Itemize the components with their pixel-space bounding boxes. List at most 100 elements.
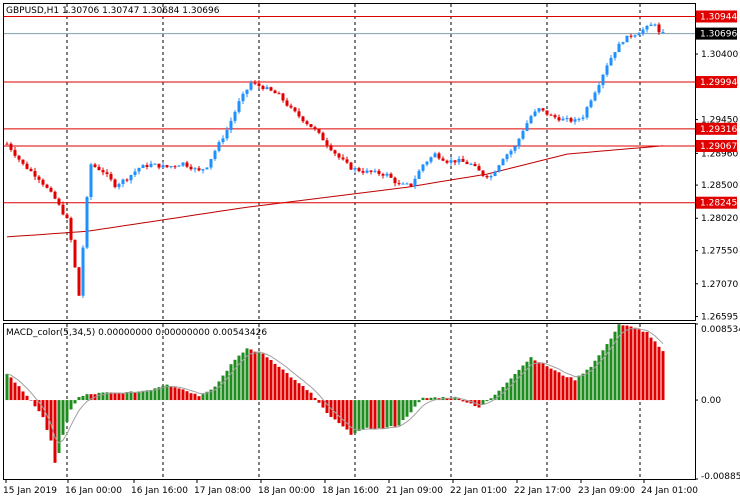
candle-body [221, 138, 225, 143]
macd-bar [205, 391, 209, 401]
candle-body [217, 142, 221, 151]
macd-bar [17, 386, 21, 401]
candle-body [117, 183, 121, 188]
candle-body [521, 130, 525, 139]
time-label: 21 Jan 09:00 [386, 486, 443, 496]
macd-bar [609, 338, 613, 401]
candle-body [49, 187, 53, 192]
macd-bar [633, 327, 637, 401]
macd-bar [89, 394, 93, 401]
macd-tick-label: -0.008855 [701, 472, 740, 482]
macd-bar [105, 392, 109, 401]
macd-bar [477, 400, 481, 408]
macd-bar [597, 355, 601, 401]
candle-body [105, 172, 109, 174]
macd-bar [177, 388, 181, 401]
macd-bar [565, 377, 569, 401]
candle-body [13, 149, 17, 156]
macd-bar [273, 363, 277, 401]
macd-bar [425, 398, 429, 401]
macd-signal-line [6, 327, 664, 444]
candle-body [505, 154, 509, 160]
candle-body [81, 247, 85, 296]
candle-body [333, 150, 337, 154]
candle-body [129, 175, 133, 181]
level-price-label: 1.29994 [700, 78, 737, 88]
macd-bar [593, 360, 597, 401]
macd-bar [221, 375, 225, 401]
candle-body [373, 170, 377, 172]
candle-body [401, 183, 405, 185]
candle-body [357, 168, 361, 172]
candle-body [97, 166, 101, 171]
candle-body [657, 24, 661, 33]
candle-body [321, 132, 325, 141]
candle-body [65, 214, 69, 219]
macd-bar [421, 397, 425, 401]
price-tick-label: 1.27070 [701, 280, 738, 290]
macd-bar [649, 337, 653, 401]
macd-bar [165, 384, 169, 401]
macd-bar [253, 351, 257, 401]
macd-bar [25, 395, 29, 401]
time-label: 22 Jan 17:00 [514, 486, 571, 496]
macd-bar [513, 374, 517, 401]
macd-bar [493, 394, 497, 401]
candle-body [297, 111, 301, 117]
macd-bar [429, 397, 433, 401]
macd-bar [53, 400, 57, 463]
candle-body [193, 168, 197, 170]
candle-body [273, 90, 277, 94]
candle-body [593, 92, 597, 101]
candle-body [469, 163, 473, 165]
macd-bar [37, 400, 41, 412]
candle-body [389, 173, 393, 178]
macd-bar [85, 394, 89, 401]
macd-bar [637, 329, 641, 401]
macd-bar [185, 391, 189, 401]
macd-bar [65, 400, 69, 422]
macd-bar [525, 361, 529, 401]
candle-body [497, 165, 501, 172]
macd-bar [385, 400, 389, 428]
candle-body [597, 85, 601, 93]
price-panel[interactable] [3, 3, 696, 321]
candle-body [613, 52, 617, 58]
macd-bar [237, 355, 241, 401]
macd-bar [149, 389, 153, 401]
macd-bar [181, 389, 185, 401]
candle-body [405, 183, 409, 185]
candle-body [121, 179, 125, 184]
candle-body [481, 170, 485, 176]
macd-bar [537, 362, 541, 401]
candle-body [41, 179, 45, 185]
macd-bar [509, 378, 513, 401]
candle-body [509, 150, 513, 155]
candle-body [229, 120, 233, 130]
candle-body [413, 178, 417, 187]
time-label: 23 Jan 09:00 [578, 486, 635, 496]
macd-bar [561, 375, 565, 401]
macd-bar [121, 393, 125, 401]
time-label: 24 Jan 01:00 [641, 486, 698, 496]
macd-bar [533, 360, 537, 401]
candle-body [653, 24, 657, 26]
candle-body [325, 140, 329, 146]
macd-bar [377, 400, 381, 429]
candle-body [5, 143, 9, 145]
candle-body [581, 117, 585, 119]
candle-body [629, 35, 633, 37]
candle-body [269, 87, 273, 91]
macd-bar [449, 398, 453, 401]
candle-body [73, 239, 77, 268]
macd-bar [249, 349, 253, 401]
price-tick-label: 1.27550 [701, 247, 738, 257]
macd-bar [157, 387, 161, 401]
candle-body [533, 111, 537, 117]
price-tick-label: 1.26595 [701, 313, 738, 323]
macd-bar [5, 373, 9, 401]
candle-body [553, 115, 557, 118]
candle-body [577, 118, 581, 120]
